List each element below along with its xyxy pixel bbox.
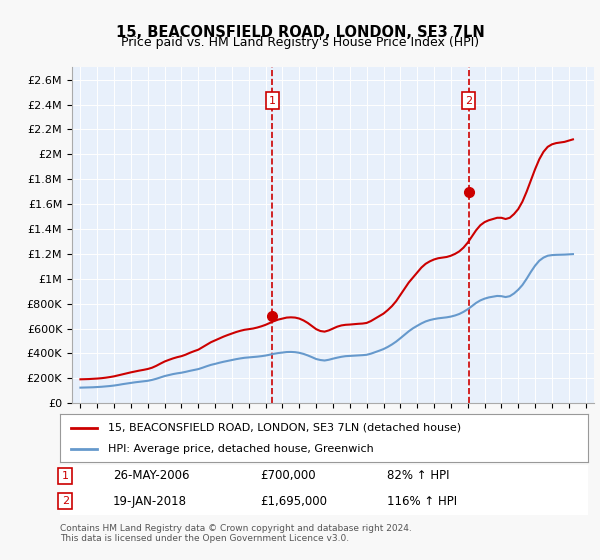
- Text: 26-MAY-2006: 26-MAY-2006: [113, 469, 190, 482]
- Text: £700,000: £700,000: [260, 469, 316, 482]
- Text: 2: 2: [465, 96, 472, 106]
- Text: Contains HM Land Registry data © Crown copyright and database right 2024.
This d: Contains HM Land Registry data © Crown c…: [60, 524, 412, 543]
- Text: 15, BEACONSFIELD ROAD, LONDON, SE3 7LN (detached house): 15, BEACONSFIELD ROAD, LONDON, SE3 7LN (…: [107, 423, 461, 433]
- Text: Price paid vs. HM Land Registry's House Price Index (HPI): Price paid vs. HM Land Registry's House …: [121, 36, 479, 49]
- Text: 1: 1: [62, 471, 69, 481]
- Text: 116% ↑ HPI: 116% ↑ HPI: [388, 494, 457, 507]
- Text: HPI: Average price, detached house, Greenwich: HPI: Average price, detached house, Gree…: [107, 444, 373, 454]
- Text: 19-JAN-2018: 19-JAN-2018: [113, 494, 187, 507]
- Text: 2: 2: [62, 496, 69, 506]
- Text: 1: 1: [269, 96, 276, 106]
- Text: 82% ↑ HPI: 82% ↑ HPI: [388, 469, 450, 482]
- Text: £1,695,000: £1,695,000: [260, 494, 328, 507]
- Text: 15, BEACONSFIELD ROAD, LONDON, SE3 7LN: 15, BEACONSFIELD ROAD, LONDON, SE3 7LN: [116, 25, 484, 40]
